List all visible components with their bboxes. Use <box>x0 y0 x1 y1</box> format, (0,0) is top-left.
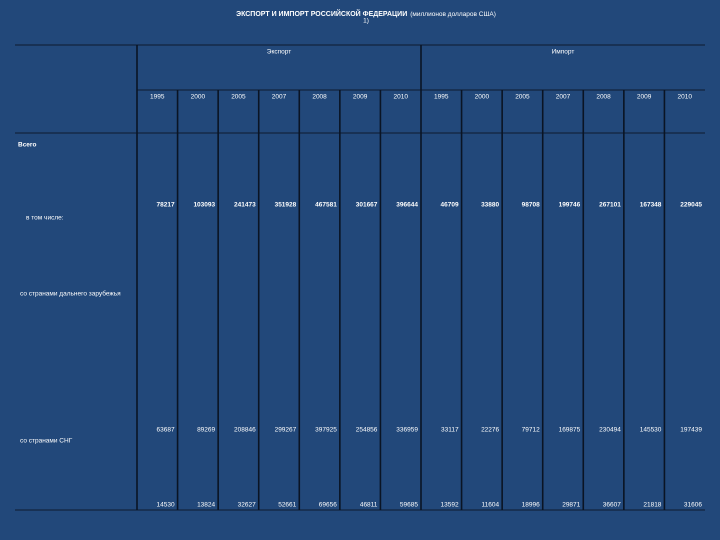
year-header: 1995 <box>434 94 449 101</box>
cell-value: 33117 <box>441 427 459 434</box>
cell-value: 396644 <box>396 202 418 209</box>
cell-value: 46709 <box>440 202 458 209</box>
cell-value: 267101 <box>599 202 621 209</box>
row-label: Всего <box>18 142 37 149</box>
cell-value: 13592 <box>440 502 458 509</box>
cell-value: 22276 <box>481 427 499 434</box>
year-header: 2007 <box>556 94 571 101</box>
cell-value: 167348 <box>640 202 662 209</box>
cell-value: 197439 <box>680 427 702 434</box>
year-header: 2010 <box>677 94 692 101</box>
cell-value: 69656 <box>319 502 337 509</box>
year-header: 2000 <box>475 94 490 101</box>
cell-value: 254856 <box>356 427 378 434</box>
cell-value: 208846 <box>234 427 256 434</box>
cell-value: 169875 <box>559 427 581 434</box>
title-main: ЭКСПОРТ И ИМПОРТ РОССИЙСКОЙ ФЕДЕРАЦИИ <box>236 9 407 18</box>
cell-value: 336959 <box>396 427 418 434</box>
cell-value: 18996 <box>522 502 540 509</box>
cell-value: 301667 <box>356 202 378 209</box>
cell-value: 145530 <box>640 427 662 434</box>
cell-value: 467581 <box>315 202 337 209</box>
cell-value: 46811 <box>360 502 378 509</box>
cell-value: 103093 <box>193 202 215 209</box>
cell-value: 13824 <box>197 502 215 509</box>
cell-value: 59685 <box>400 502 418 509</box>
group-header: Экспорт <box>267 49 291 56</box>
footnote-mark: 1) <box>363 18 369 25</box>
cell-value: 78217 <box>156 202 174 209</box>
cell-value: 98708 <box>522 202 540 209</box>
year-header: 2010 <box>393 94 408 101</box>
year-header: 2009 <box>637 94 652 101</box>
cell-value: 32627 <box>238 502 256 509</box>
cell-value: 199746 <box>559 202 581 209</box>
cell-value: 36607 <box>603 502 621 509</box>
cell-value: 299267 <box>275 427 297 434</box>
year-header: 2008 <box>312 94 327 101</box>
year-header: 2005 <box>231 94 246 101</box>
cell-value: 52661 <box>278 502 296 509</box>
year-header: 1995 <box>150 94 165 101</box>
group-header: Импорт <box>552 49 575 56</box>
row-label: в том числе: <box>26 215 64 222</box>
title: ЭКСПОРТ И ИМПОРТ РОССИЙСКОЙ ФЕДЕРАЦИИ (ми… <box>236 9 496 18</box>
cell-value: 63687 <box>156 427 174 434</box>
row-label: со странами СНГ <box>20 438 73 445</box>
cell-value: 89269 <box>197 427 215 434</box>
cell-value: 14530 <box>156 502 174 509</box>
row-label: со странами дальнего зарубежья <box>20 290 121 298</box>
cell-value: 229045 <box>680 202 702 209</box>
cell-value: 351928 <box>275 202 297 209</box>
year-header: 2000 <box>191 94 206 101</box>
cell-value: 11604 <box>482 502 500 509</box>
title-note: (миллионов долларов США) <box>410 11 496 18</box>
year-header: 2007 <box>272 94 287 101</box>
year-header: 2009 <box>353 94 368 101</box>
cell-value: 29871 <box>562 502 580 509</box>
cell-value: 397925 <box>315 427 337 434</box>
cell-value: 230494 <box>599 427 621 434</box>
cell-value: 79712 <box>522 427 540 434</box>
year-header: 2005 <box>515 94 530 101</box>
cell-value: 31606 <box>684 502 702 509</box>
cell-value: 241473 <box>234 202 256 209</box>
year-header: 2008 <box>596 94 611 101</box>
cell-value: 21818 <box>643 502 661 509</box>
cell-value: 33880 <box>481 202 499 209</box>
